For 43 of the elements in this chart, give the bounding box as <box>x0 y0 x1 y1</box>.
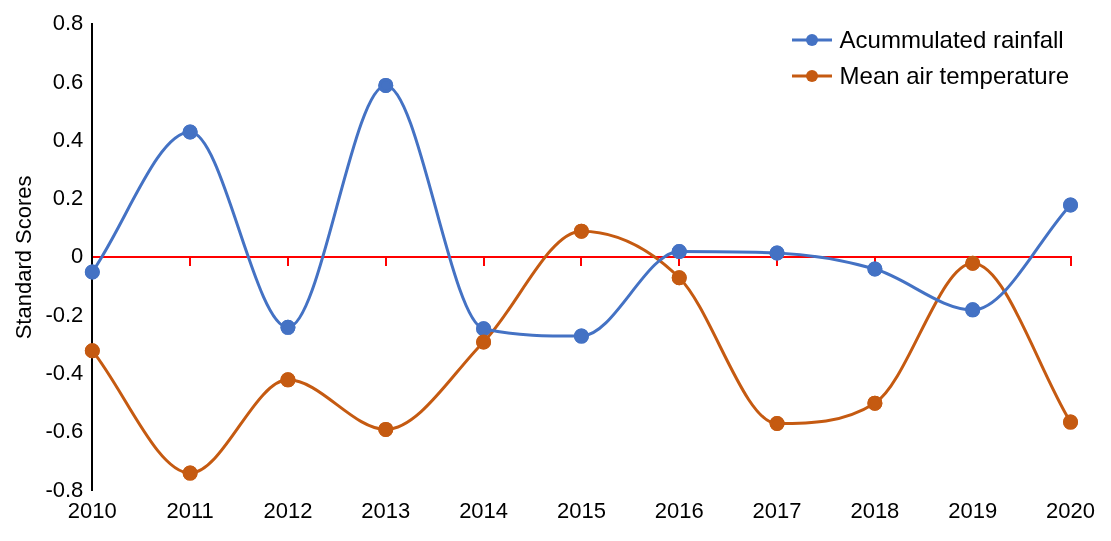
point <box>378 77 394 93</box>
y-tick-label: 0.8 <box>52 10 84 36</box>
point <box>965 302 981 318</box>
point <box>769 245 785 261</box>
point <box>378 421 394 437</box>
legend-label: Mean air temperature <box>839 62 1069 90</box>
x-tick-label: 2014 <box>459 497 509 523</box>
x-tick-label: 2019 <box>948 497 998 523</box>
legend-label: Acummulated rainfall <box>839 26 1064 54</box>
x-tick-label: 2013 <box>361 497 411 523</box>
point <box>280 372 296 388</box>
point <box>1063 414 1079 430</box>
y-axis-title: Standard Scores <box>11 175 37 340</box>
point <box>867 261 883 277</box>
x-tick-label: 2016 <box>654 497 704 523</box>
point <box>671 244 687 260</box>
point <box>573 223 589 239</box>
point <box>476 334 492 350</box>
point <box>182 465 198 481</box>
x-tick-label: 2018 <box>850 497 900 523</box>
y-tick-label: 0.2 <box>52 185 84 211</box>
x-tick-label: 2012 <box>263 497 313 523</box>
point <box>965 255 981 271</box>
y-tick-label: 0.6 <box>52 68 84 94</box>
y-tick-label: 0.4 <box>52 126 84 152</box>
point <box>182 124 198 140</box>
x-tick-label: 2015 <box>556 497 606 523</box>
point <box>84 343 100 359</box>
y-tick-label: -0.6 <box>45 418 84 444</box>
y-tick-label: -0.4 <box>45 360 84 386</box>
point <box>769 416 785 432</box>
x-tick-label: 2020 <box>1046 497 1096 523</box>
y-tick-label: -0.2 <box>45 301 84 327</box>
point <box>573 328 589 344</box>
point <box>1063 197 1079 213</box>
x-tick-label: 2011 <box>166 497 214 523</box>
point <box>84 264 100 280</box>
y-tick-label: 0 <box>71 243 84 269</box>
point <box>671 270 687 286</box>
point <box>867 395 883 411</box>
x-tick-label: 2017 <box>752 497 802 523</box>
point <box>476 321 492 337</box>
point <box>280 319 296 335</box>
